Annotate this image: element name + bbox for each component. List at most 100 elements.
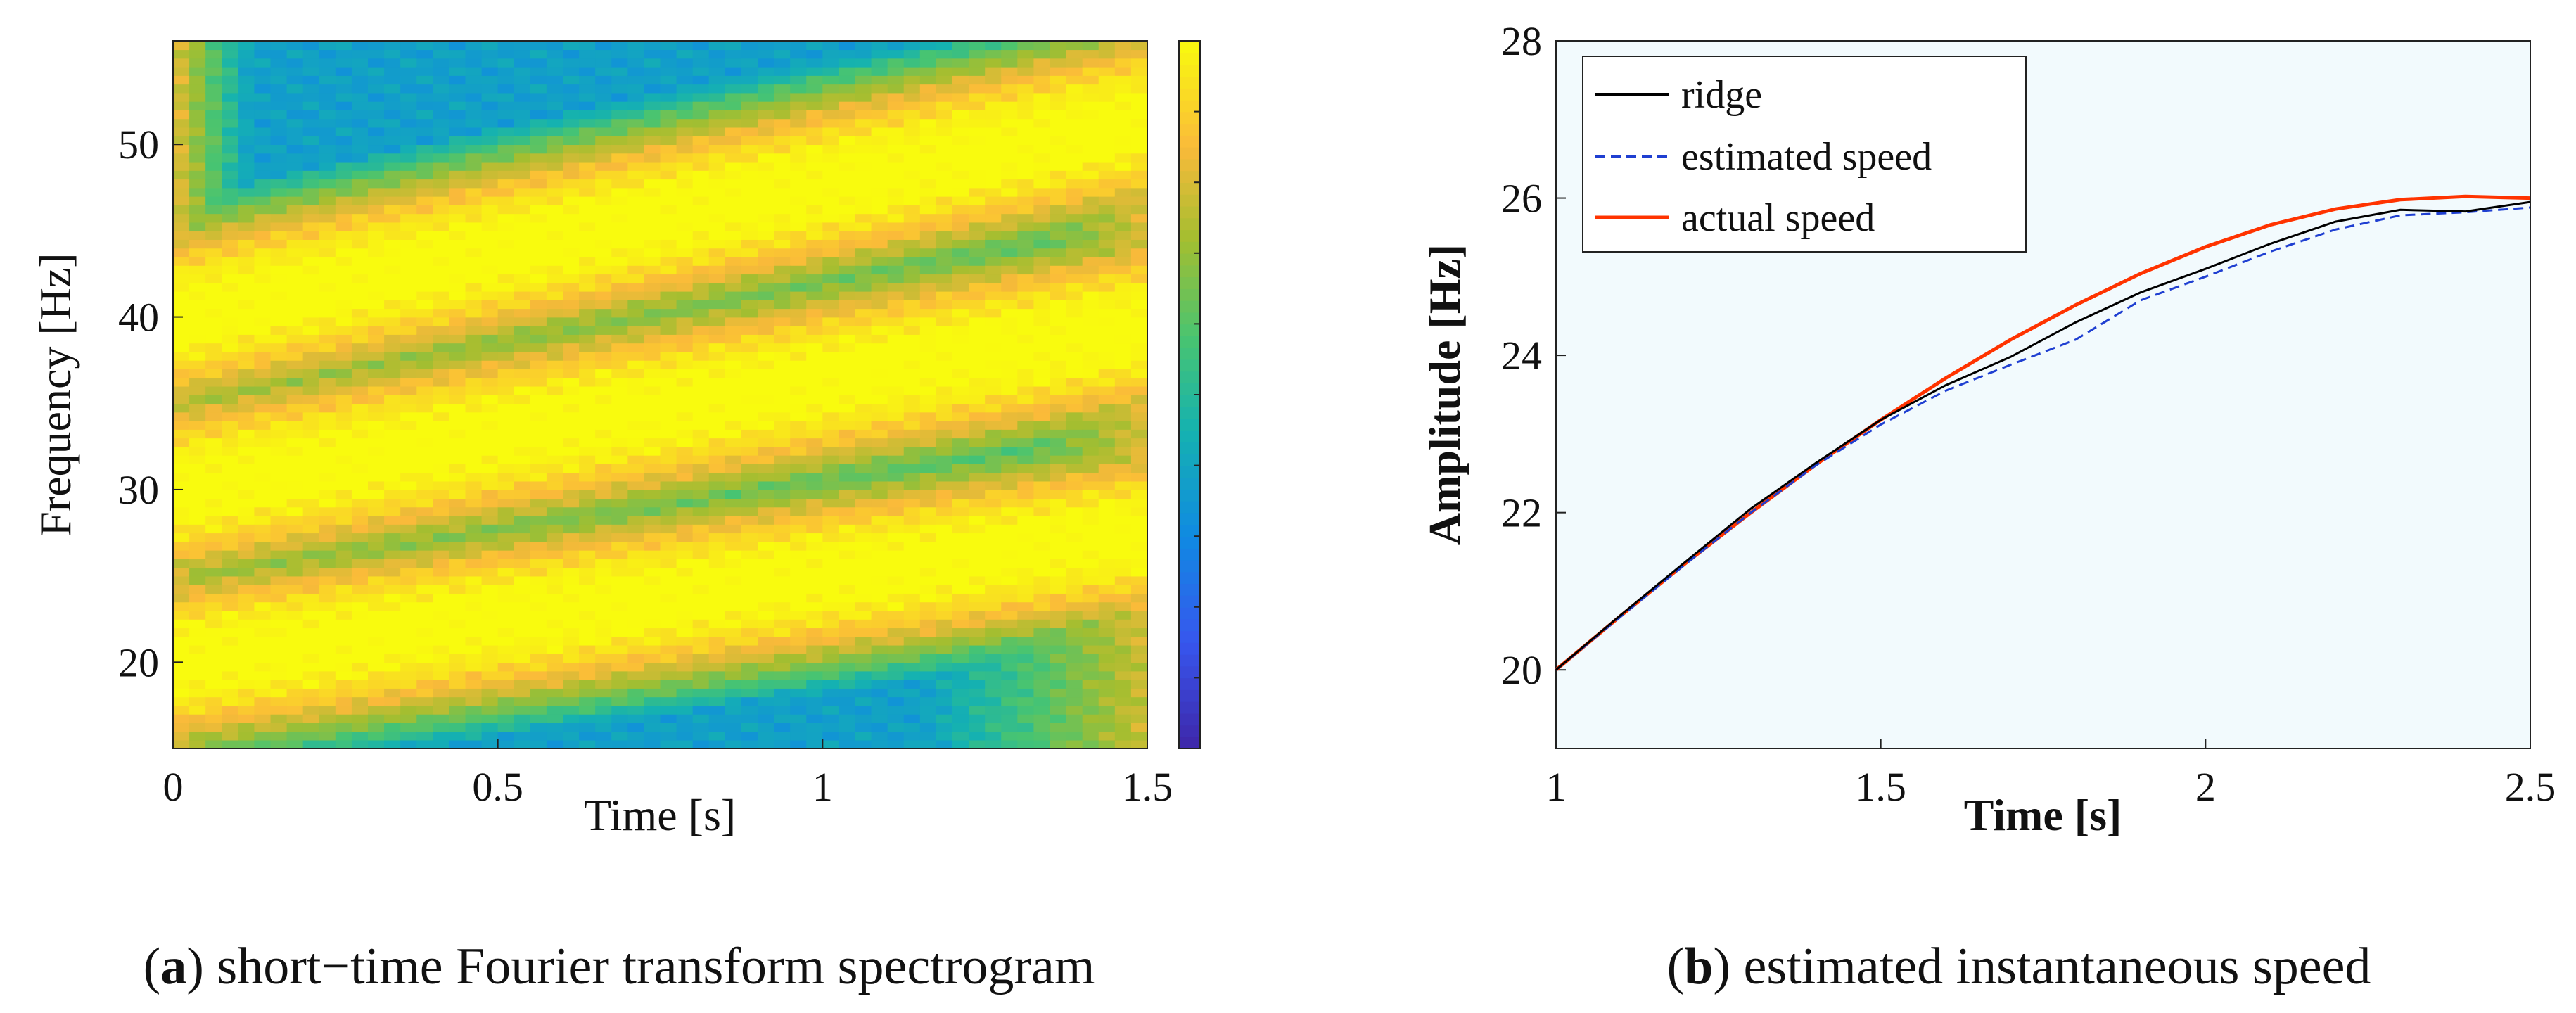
heatmap-cell: [1033, 507, 1051, 516]
heatmap-cell: [286, 377, 304, 387]
heatmap-cell: [919, 213, 937, 223]
heatmap-cell: [1050, 713, 1067, 723]
heatmap-cell: [254, 403, 272, 413]
heatmap-cell: [205, 722, 223, 732]
heatmap-cell: [416, 101, 434, 110]
heatmap-cell: [903, 688, 921, 698]
heatmap-cell: [644, 480, 661, 490]
heatmap-cell: [676, 420, 694, 430]
heatmap-cell: [205, 49, 223, 59]
heatmap-cell: [758, 334, 774, 344]
heatmap-cell: [238, 317, 255, 326]
heatmap-cell: [952, 549, 969, 559]
heatmap-cell: [1098, 144, 1116, 154]
heatmap-cell: [969, 705, 986, 715]
heatmap-cell: [400, 49, 418, 59]
heatmap-cell: [433, 610, 450, 620]
heatmap-cell: [611, 101, 629, 110]
heatmap-cell: [368, 170, 385, 180]
heatmap-cell: [806, 584, 824, 594]
heatmap-cell: [465, 127, 483, 136]
heatmap-cell: [465, 636, 483, 646]
heatmap-cell: [985, 343, 1002, 352]
heatmap-cell: [270, 644, 288, 654]
heatmap-cell: [611, 662, 629, 672]
heatmap-cell: [871, 84, 888, 94]
heatmap-cell: [465, 101, 483, 110]
heatmap-cell: [1001, 256, 1019, 266]
heatmap-cell: [1033, 713, 1051, 723]
heatmap-cell: [887, 317, 905, 326]
heatmap-cell: [887, 213, 905, 223]
heatmap-cell: [1033, 282, 1051, 292]
heatmap-cell: [351, 325, 369, 335]
heatmap-cell: [270, 489, 288, 499]
heatmap-cell: [644, 567, 661, 577]
heatmap-cell: [952, 412, 969, 421]
heatmap-cell: [969, 584, 986, 594]
heatmap-cell: [433, 359, 450, 369]
heatmap-cell: [627, 213, 645, 223]
heatmap-cell: [465, 153, 483, 163]
heatmap-cell: [286, 359, 304, 369]
heatmap-cell: [595, 84, 613, 94]
heatmap-cell: [335, 213, 352, 223]
heatmap-cell: [514, 101, 531, 110]
heatmap-cell: [335, 533, 352, 542]
heatmap-cell: [627, 438, 645, 447]
heatmap-cell: [1017, 489, 1035, 499]
heatmap-cell: [319, 282, 336, 292]
heatmap-cell: [692, 429, 710, 439]
heatmap-cell: [790, 480, 808, 490]
heatmap-cell: [465, 515, 483, 525]
heatmap-cell: [969, 222, 986, 231]
heatmap-cell: [919, 541, 937, 551]
heatmap-cell: [270, 739, 288, 749]
heatmap-cell: [774, 403, 791, 413]
heatmap-cell: [806, 265, 824, 275]
heatmap-cell: [806, 239, 824, 249]
heatmap-cell: [676, 515, 694, 525]
heatmap-cell: [806, 127, 824, 136]
heatmap-cell: [741, 135, 758, 146]
heatmap-cell: [319, 144, 336, 154]
heatmap-cell: [205, 265, 223, 275]
heatmap-cell: [839, 325, 856, 335]
heatmap-cell: [497, 480, 515, 490]
heatmap-cell: [286, 696, 304, 706]
heatmap-cell: [887, 446, 905, 456]
heatmap-cell: [1098, 480, 1116, 490]
heatmap-cell: [936, 446, 953, 456]
heatmap-cell: [530, 601, 547, 611]
heatmap-cell: [644, 84, 661, 94]
heatmap-cell: [1033, 524, 1051, 534]
heatmap-cell: [985, 420, 1002, 430]
heatmap-cell: [952, 75, 969, 85]
colorbar-segment: [1179, 512, 1200, 525]
heatmap-cell: [1098, 627, 1116, 637]
heatmap-cell: [708, 179, 726, 189]
heatmap-cell: [676, 403, 694, 413]
heatmap-cell: [319, 567, 336, 577]
heatmap-cell: [368, 110, 385, 120]
heatmap-cell: [644, 464, 661, 473]
heatmap-cell: [563, 593, 580, 603]
heatmap-cell: [741, 593, 758, 603]
heatmap-cell: [887, 386, 905, 395]
heatmap-cell: [400, 359, 418, 369]
heatmap-cell: [465, 58, 483, 68]
heatmap-cell: [919, 153, 937, 163]
heatmap-cell: [465, 92, 483, 102]
heatmap-cell: [644, 584, 661, 594]
heatmap-cell: [952, 282, 969, 292]
heatmap-cell: [919, 670, 937, 680]
heatmap-cell: [660, 610, 677, 620]
heatmap-cell: [806, 722, 824, 732]
heatmap-cell: [708, 282, 726, 292]
heatmap-cell: [806, 343, 824, 352]
heatmap-cell: [611, 291, 629, 300]
heatmap-cell: [627, 533, 645, 542]
heatmap-cell: [319, 377, 336, 387]
heatmap-cell: [627, 291, 645, 300]
heatmap-cell: [368, 654, 385, 663]
